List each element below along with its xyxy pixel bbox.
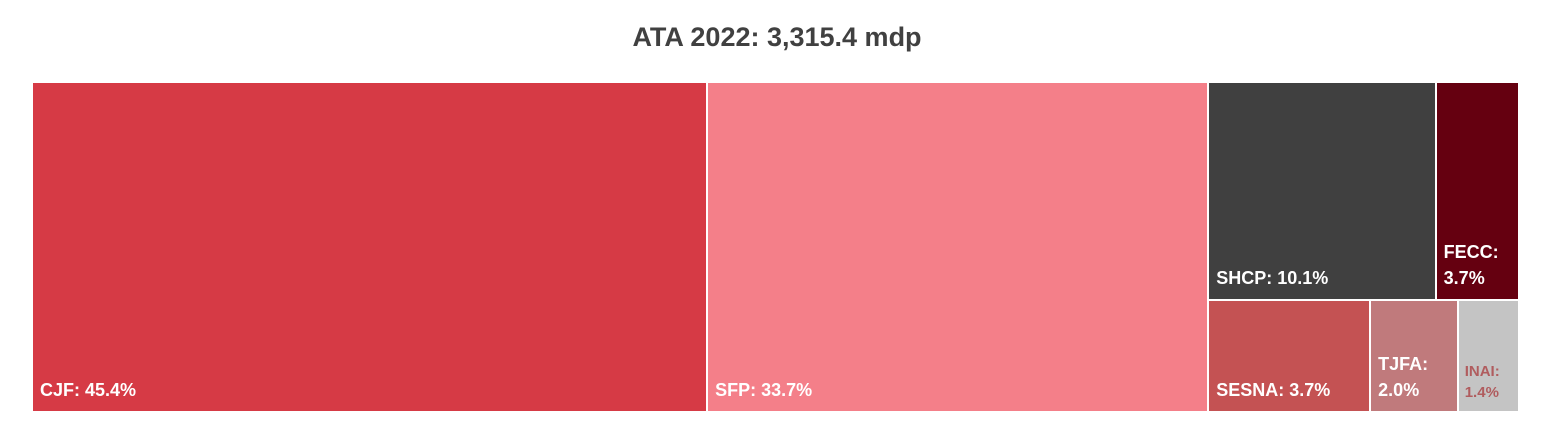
treemap-cell: SESNA: 3.7% — [1208, 299, 1371, 412]
data-label: SESNA: 3.7% — [1216, 379, 1331, 400]
data-label: SHCP: 10.1% — [1216, 267, 1329, 288]
data-label: INAI: 1.4% — [1464, 362, 1500, 401]
treemap-cell: SHCP: 10.1% — [1208, 82, 1436, 300]
treemap-cell: FECC: 3.7% — [1435, 82, 1519, 300]
chart-title: ATA 2022: 3,315.4 mdp — [632, 22, 922, 52]
data-label: SFP: 33.7% — [715, 380, 813, 400]
treemap-cell: CJF: 45.4% — [32, 82, 708, 412]
treemap-cell: INAI: 1.4% — [1457, 299, 1519, 412]
treemap-cell: TJFA: 2.0% — [1370, 299, 1458, 412]
treemap-cell: SFP: 33.7% — [707, 82, 1209, 412]
data-label: FECC: 3.7% — [1443, 241, 1499, 288]
data-label: CJF: 45.4% — [40, 380, 137, 400]
data-label: TJFA: 2.0% — [1378, 353, 1429, 400]
